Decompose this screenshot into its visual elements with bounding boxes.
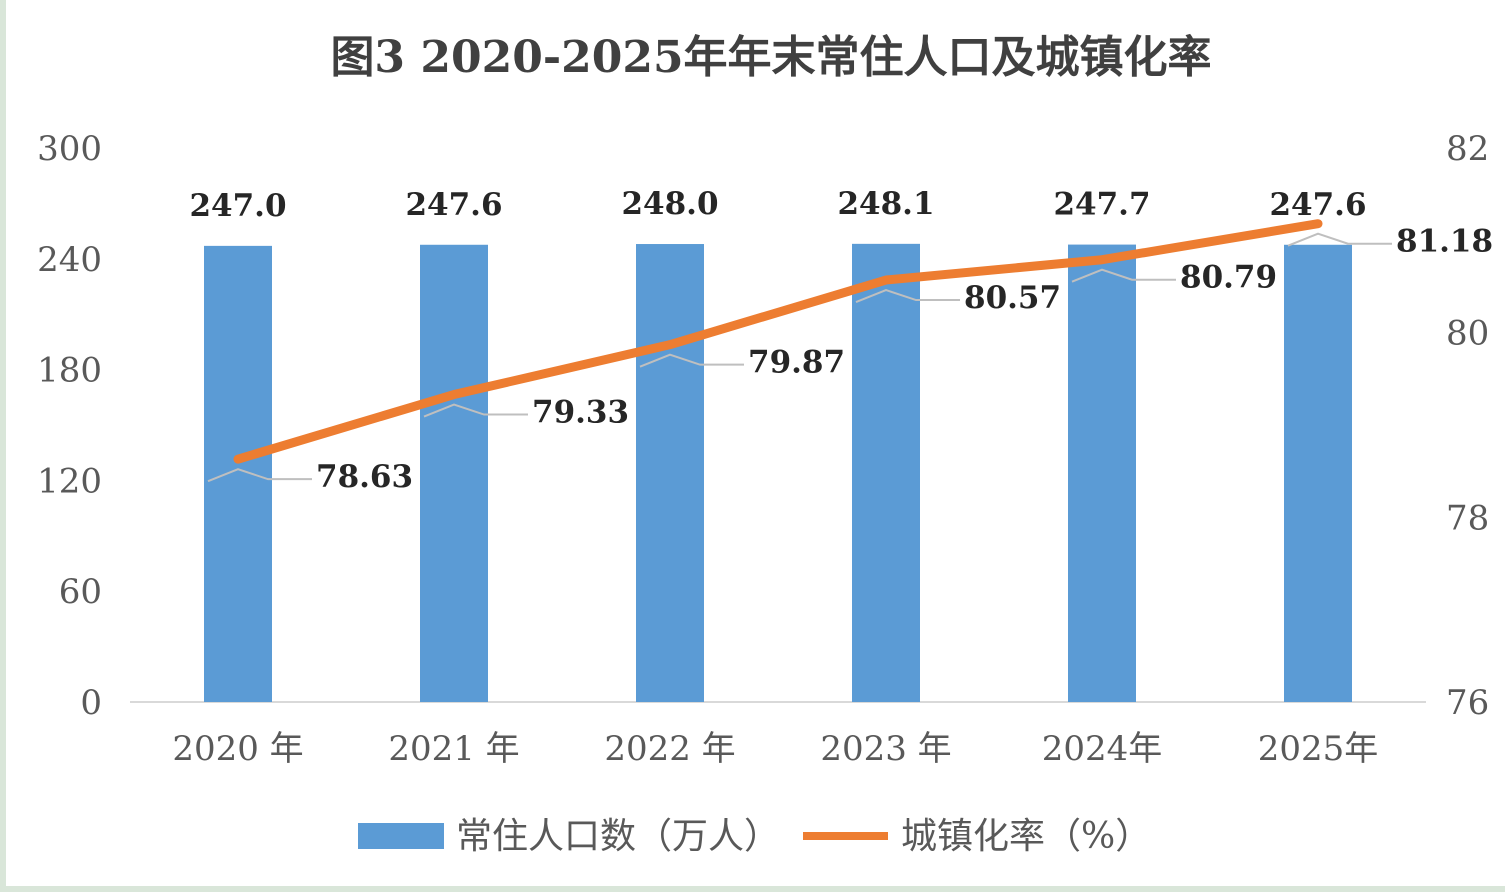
bar-value-label: 247.0 xyxy=(189,188,286,224)
left-axis: 300 240 180 120 60 0 xyxy=(37,129,102,723)
bar-2 xyxy=(636,244,704,702)
category-label: 2023 年 xyxy=(820,729,951,769)
bar-value-label: 248.1 xyxy=(837,186,934,222)
bar-4 xyxy=(1068,244,1136,702)
right-tick-label: 82 xyxy=(1446,129,1489,169)
leader-line xyxy=(1071,268,1176,283)
legend-line-label: 城镇化率（%） xyxy=(901,816,1151,857)
leader-line xyxy=(423,403,528,418)
category-label: 2025年 xyxy=(1258,729,1379,769)
leader-line xyxy=(639,353,744,368)
left-tick-label: 240 xyxy=(37,240,102,280)
right-axis: 82 80 78 76 xyxy=(1446,129,1489,723)
category-label: 2024年 xyxy=(1042,729,1163,769)
bar-3 xyxy=(852,243,920,703)
urbanization-polyline xyxy=(233,219,1323,464)
line-value-label: 81.18 xyxy=(1396,224,1493,260)
left-tick-label: 180 xyxy=(37,351,102,391)
legend-bar-swatch xyxy=(358,823,444,849)
bar-value-label: 247.6 xyxy=(405,187,502,223)
urbanization-line xyxy=(233,219,1323,464)
bar-value-label: 247.6 xyxy=(1269,187,1366,223)
right-tick-label: 78 xyxy=(1446,498,1489,538)
bar-5 xyxy=(1284,244,1352,703)
left-tick-label: 60 xyxy=(59,572,102,612)
right-tick-label: 80 xyxy=(1446,314,1489,354)
x-axis-categories: 2020 年 2021 年 2022 年 2023 年 2024年 2025年 xyxy=(172,729,1378,769)
right-tick-label: 76 xyxy=(1446,683,1489,723)
line-value-label: 80.57 xyxy=(964,280,1061,316)
bar-line-chart: 图3 2020-2025年年末常住人口及城镇化率 300 240 180 120 60 0… xyxy=(37,32,1493,857)
leader-line xyxy=(855,288,960,303)
line-label-leaders xyxy=(207,232,1392,483)
line-data-labels: 78.63 79.33 79.87 80.57 80.79 81.18 xyxy=(316,224,1493,495)
legend: 常住人口数（万人） 城镇化率（%） xyxy=(358,816,1151,857)
chart-title: 图3 2020-2025年年末常住人口及城镇化率 xyxy=(330,32,1211,83)
left-tick-label: 0 xyxy=(80,683,102,723)
bar-0 xyxy=(204,245,272,702)
leader-line xyxy=(1287,232,1392,247)
category-label: 2021 年 xyxy=(388,729,519,769)
category-label: 2020 年 xyxy=(172,729,303,769)
bar-1 xyxy=(420,244,488,703)
leader-line xyxy=(207,468,312,483)
legend-bar-label: 常住人口数（万人） xyxy=(456,816,780,857)
bar-value-label: 247.7 xyxy=(1053,187,1150,223)
left-tick-label: 300 xyxy=(37,129,102,169)
line-value-label: 79.87 xyxy=(748,345,845,381)
population-bars xyxy=(204,243,1352,703)
line-value-label: 80.79 xyxy=(1180,260,1277,296)
bar-data-labels: 247.0 247.6 248.0 248.1 247.7 247.6 xyxy=(189,186,1366,224)
category-label: 2022 年 xyxy=(604,729,735,769)
left-tick-label: 120 xyxy=(37,461,102,501)
bar-value-label: 248.0 xyxy=(621,186,718,222)
line-value-label: 79.33 xyxy=(532,395,629,431)
line-value-label: 78.63 xyxy=(316,459,413,495)
